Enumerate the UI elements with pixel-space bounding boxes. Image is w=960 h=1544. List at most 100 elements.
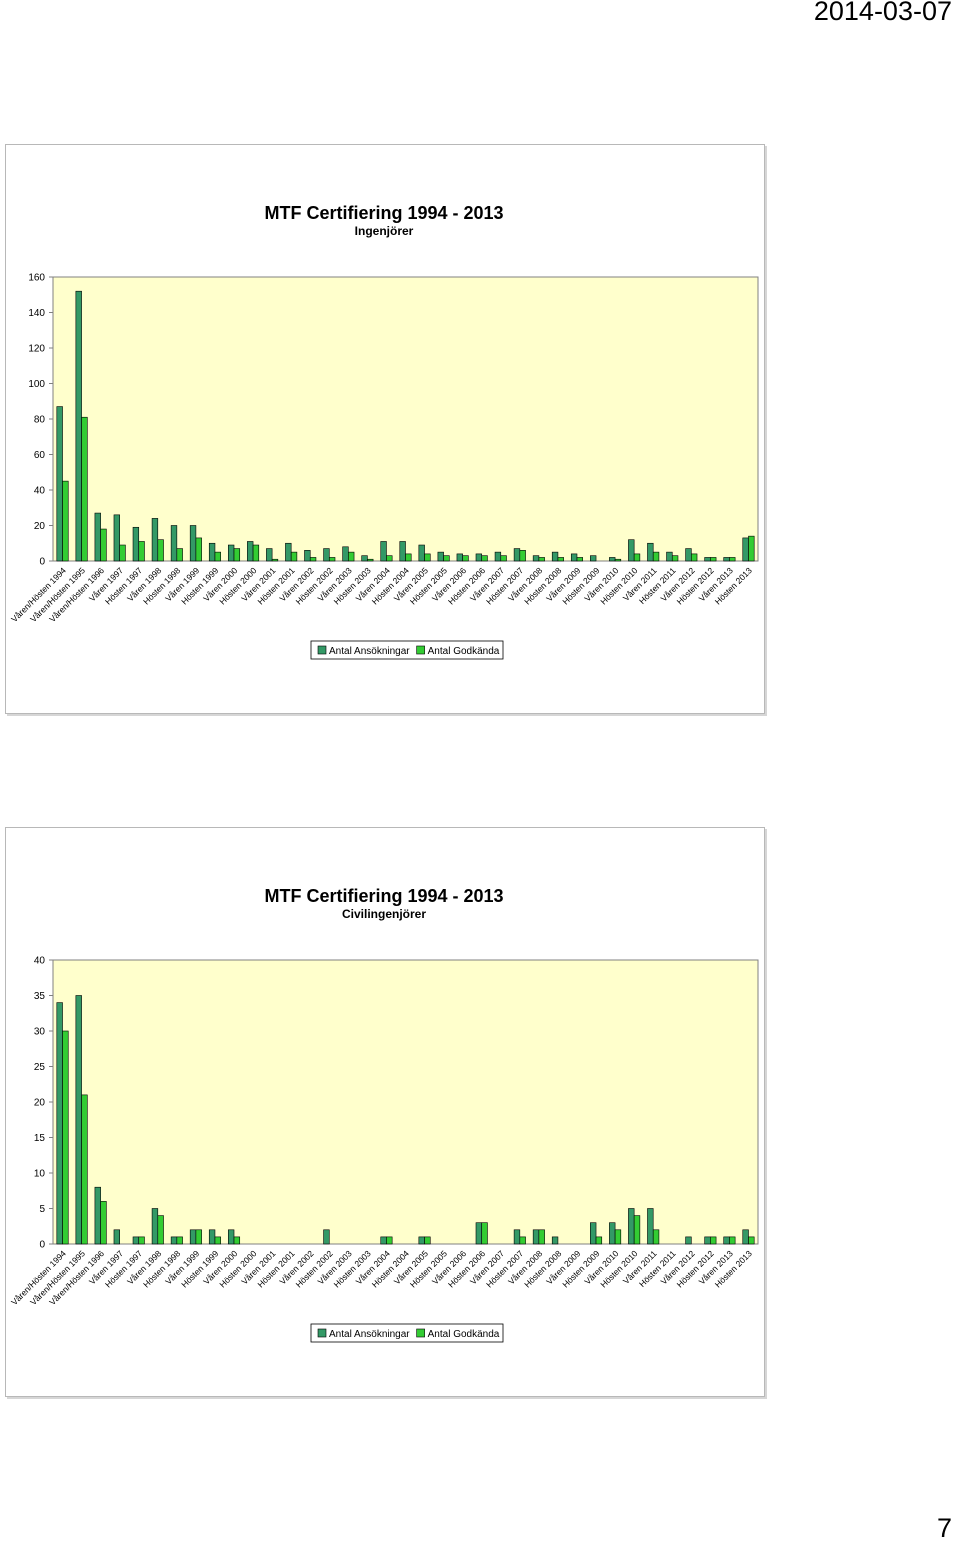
bar (56, 406, 63, 562)
y-tick-label: 160 (28, 273, 45, 284)
bar (323, 548, 330, 562)
bar (513, 548, 521, 562)
bar (704, 557, 711, 562)
bar (323, 1229, 330, 1245)
bar (386, 1236, 393, 1245)
bar (94, 1186, 101, 1245)
bar (132, 1236, 140, 1245)
bar (748, 1236, 755, 1245)
bar (170, 1236, 178, 1245)
bar (647, 1208, 654, 1245)
legend (310, 1323, 504, 1343)
bar (570, 553, 578, 562)
bar (609, 557, 616, 562)
bar (691, 553, 698, 562)
y-tick-label: 5 (39, 1204, 45, 1215)
bar (418, 544, 425, 562)
bar (285, 542, 292, 562)
bar (348, 551, 355, 562)
bar (557, 557, 564, 562)
bar (266, 548, 273, 562)
bar (614, 558, 622, 562)
bar (424, 1236, 431, 1245)
bar (742, 537, 749, 562)
bar (652, 1229, 660, 1245)
bar (500, 555, 507, 562)
bar (380, 541, 387, 562)
bar (81, 416, 88, 562)
bar (628, 539, 635, 562)
legend-label: Antal Godkända (428, 646, 500, 657)
bar (723, 557, 730, 562)
bar (481, 555, 488, 562)
chart-subtitle: Ingenjörer (355, 224, 414, 238)
bar (100, 528, 107, 562)
bar (252, 544, 260, 562)
bar (189, 525, 197, 562)
bar (576, 557, 584, 562)
y-tick-label: 30 (34, 1027, 46, 1038)
bar (671, 555, 679, 562)
bar (386, 555, 393, 562)
y-tick-label: 0 (39, 557, 45, 568)
bar (56, 1002, 63, 1245)
legend (310, 640, 504, 660)
bar (418, 1236, 425, 1245)
bar (685, 548, 692, 562)
bar (519, 550, 526, 562)
bar (208, 1229, 216, 1245)
chart-title: MTF Certifiering 1994 - 2013 (264, 203, 503, 223)
bar (290, 551, 298, 562)
bar (151, 518, 159, 562)
bar (75, 995, 82, 1245)
y-tick-label: 40 (34, 486, 46, 497)
bar (462, 555, 469, 562)
y-tick-label: 60 (34, 450, 46, 461)
bar (532, 1229, 540, 1245)
bar (214, 551, 221, 562)
bar (309, 557, 317, 562)
bar (157, 539, 164, 562)
y-tick-label: 10 (34, 1169, 46, 1180)
bar (195, 1229, 202, 1245)
y-tick-label: 0 (39, 1240, 45, 1251)
bar (723, 1236, 730, 1245)
bar (475, 553, 483, 562)
bar (132, 526, 140, 562)
y-tick-label: 80 (34, 415, 46, 426)
y-tick-label: 35 (34, 991, 46, 1002)
bar (113, 1229, 120, 1245)
bar (424, 553, 431, 562)
page-number: 7 (936, 1513, 952, 1543)
bar (633, 1215, 641, 1245)
bar (710, 1236, 717, 1245)
bar (609, 1222, 616, 1245)
bar (710, 557, 717, 562)
y-tick-label: 40 (34, 956, 46, 967)
plot-area (52, 276, 759, 562)
bar (342, 546, 349, 562)
bar (233, 1236, 241, 1245)
legend-label: Antal Ansökningar (329, 646, 410, 657)
bar (81, 1094, 88, 1245)
chart-civilingenjorer: MTF Certifiering 1994 - 2013Civilingenjö… (9, 886, 759, 1343)
bar (62, 1030, 69, 1245)
y-tick-label: 120 (28, 344, 45, 355)
bar (138, 1236, 145, 1245)
bar (729, 557, 736, 562)
bar (367, 558, 374, 562)
bar (361, 555, 368, 562)
bar (176, 1236, 183, 1245)
bar (532, 555, 540, 562)
bar (494, 551, 502, 562)
bar (443, 555, 450, 562)
bar (538, 1229, 545, 1245)
bar (704, 1236, 711, 1245)
plot-area (52, 959, 759, 1245)
bar (551, 1236, 559, 1245)
bar (189, 1229, 197, 1245)
bar (685, 1236, 692, 1245)
bar (538, 557, 545, 562)
bar (595, 1236, 603, 1245)
